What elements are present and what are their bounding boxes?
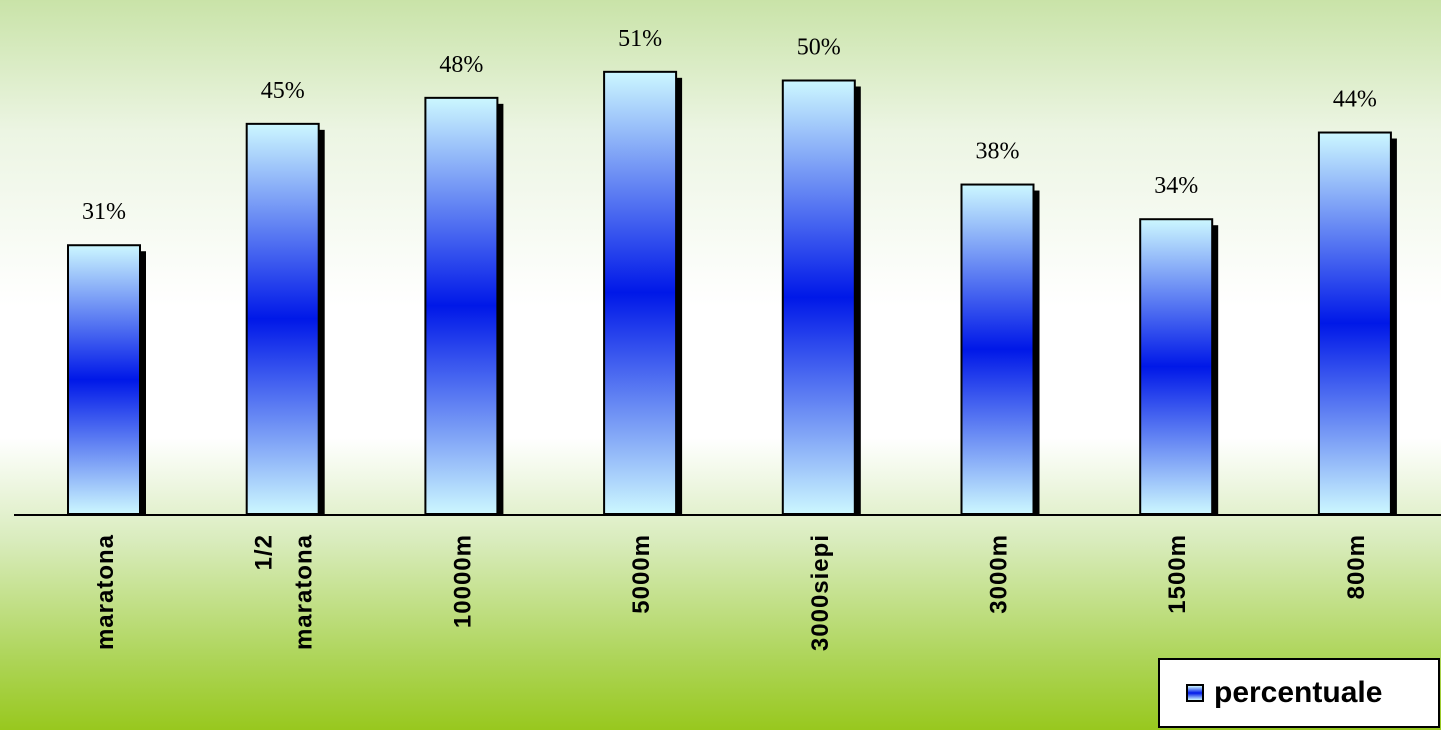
category-label: maratona	[92, 534, 119, 650]
bar	[960, 183, 1035, 515]
category-label: 3000siepi	[807, 534, 834, 651]
category-label: 1500m	[1164, 534, 1191, 614]
category-label: 10000m	[449, 534, 476, 628]
legend: percentuale	[1158, 658, 1440, 728]
bar	[67, 244, 141, 515]
data-label: 31%	[82, 199, 126, 225]
data-label: 48%	[439, 52, 483, 78]
bar-swatch-icon	[1186, 684, 1204, 702]
bar	[424, 96, 499, 515]
category-label-line: 3000siepi	[807, 534, 834, 651]
bar	[781, 79, 856, 515]
value-labels-group: 31% 45% 48% 51% 50% 38% 34% 44%	[82, 26, 1377, 225]
bar	[245, 122, 320, 515]
category-label-line: 3000m	[986, 534, 1013, 614]
data-label: 34%	[1154, 173, 1198, 199]
category-label-line: 5000m	[628, 534, 655, 614]
category-label-line: 10000m	[449, 534, 476, 628]
bar	[603, 70, 678, 516]
bar	[1317, 131, 1392, 516]
category-label-line: 1/2	[251, 534, 278, 570]
data-label: 44%	[1333, 87, 1377, 113]
category-label: 800m	[1343, 534, 1370, 599]
category-label-line: 800m	[1343, 534, 1370, 599]
category-label: 3000m	[986, 534, 1013, 614]
category-label: 5000m	[628, 534, 655, 614]
category-label-line: 1500m	[1164, 534, 1191, 614]
category-label-line: maratona	[291, 534, 318, 650]
data-label: 38%	[976, 139, 1020, 165]
category-label: 1/2 maratona	[251, 534, 318, 650]
bars-group	[67, 70, 1397, 516]
legend-label: percentuale	[1214, 676, 1383, 709]
category-labels-group: maratona 1/2 maratona 10000m 5000m 3000siepi 3…	[92, 534, 1370, 651]
data-label: 51%	[618, 26, 662, 52]
category-label-line: maratona	[92, 534, 119, 650]
data-label: 50%	[797, 35, 841, 61]
bar	[1139, 218, 1214, 515]
data-label: 45%	[261, 78, 305, 104]
